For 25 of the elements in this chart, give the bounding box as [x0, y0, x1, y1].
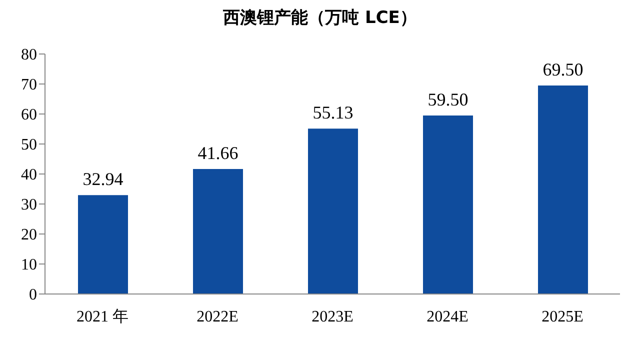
- x-tick-label: 2022E: [196, 308, 238, 326]
- bar: [193, 169, 243, 294]
- x-tick-label: 2023E: [312, 308, 354, 326]
- y-tick-label: 40: [21, 166, 37, 184]
- y-tick-label: 80: [21, 46, 37, 64]
- bar: [308, 128, 358, 294]
- y-tick-label: 10: [21, 256, 37, 274]
- data-label: 32.94: [82, 169, 124, 190]
- x-tick-label: 2024E: [426, 308, 468, 326]
- x-tick-label: 2021 年: [76, 308, 128, 326]
- y-tick-label: 50: [21, 136, 37, 154]
- chart-title: 西澳锂产能（万吨 LCE）: [222, 7, 418, 30]
- y-tick-label: 20: [21, 226, 37, 244]
- x-tick-label: 2025E: [542, 308, 584, 326]
- y-tick-label: 70: [21, 76, 37, 94]
- y-tick-label: 30: [21, 196, 37, 214]
- y-tick-label: 0: [29, 286, 37, 304]
- y-tick-label: 60: [21, 106, 37, 124]
- data-label: 59.50: [428, 90, 468, 110]
- bar: [538, 86, 588, 294]
- data-label: 69.50: [542, 60, 584, 80]
- bar: [78, 195, 128, 294]
- bar: [423, 116, 473, 294]
- data-label: 41.66: [198, 143, 238, 164]
- data-label: 55.13: [312, 102, 354, 123]
